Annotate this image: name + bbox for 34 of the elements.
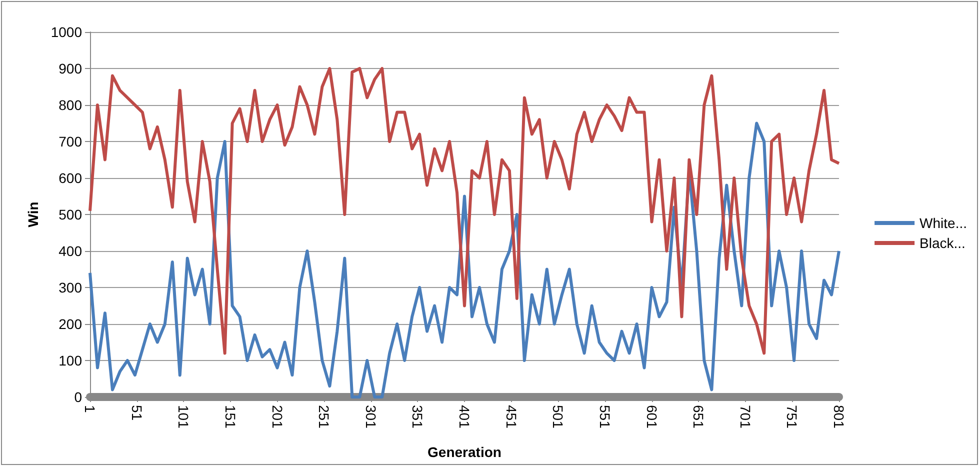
x-tick-label: 1 — [82, 405, 98, 413]
x-tick-label: 601 — [644, 405, 660, 429]
x-tick-label: 301 — [362, 405, 379, 429]
line-series — [88, 122, 840, 398]
y-tick-label: 500 — [58, 206, 82, 222]
x-tick-label: 551 — [596, 405, 613, 429]
x-tick-label: 151 — [222, 405, 238, 429]
x-tick-label: 801 — [831, 405, 847, 429]
y-axis-title: Win — [24, 202, 41, 228]
x-tick-label: 501 — [550, 405, 566, 429]
x-tick-label: 351 — [410, 405, 426, 429]
x-tick-label: 201 — [269, 405, 286, 429]
y-tick-label: 700 — [58, 134, 82, 150]
line-series — [88, 67, 840, 355]
x-tick-label: 451 — [503, 405, 520, 429]
y-tick-label: 300 — [58, 280, 82, 296]
x-tick-label: 651 — [690, 405, 707, 429]
y-tick-label: 0 — [74, 389, 82, 405]
y-tick-label: 900 — [58, 60, 82, 76]
x-tick-label: 401 — [456, 405, 472, 429]
x-tick-label: 251 — [316, 405, 332, 429]
y-tick-label: 600 — [58, 170, 82, 186]
legend-label: White... — [920, 215, 968, 231]
y-tick-label: 1000 — [50, 24, 82, 40]
x-axis-title: Generation — [428, 444, 502, 460]
legend-label: Black... — [920, 235, 966, 251]
x-tick-label: 101 — [176, 405, 192, 429]
y-tick-label: 100 — [58, 352, 82, 368]
y-tick-label: 800 — [58, 97, 82, 113]
x-tick-label: 701 — [737, 405, 754, 429]
y-tick-label: 400 — [58, 243, 82, 259]
y-tick-label: 200 — [58, 316, 82, 332]
x-tick-label: 751 — [784, 405, 800, 429]
x-tick-label: 51 — [128, 405, 145, 421]
